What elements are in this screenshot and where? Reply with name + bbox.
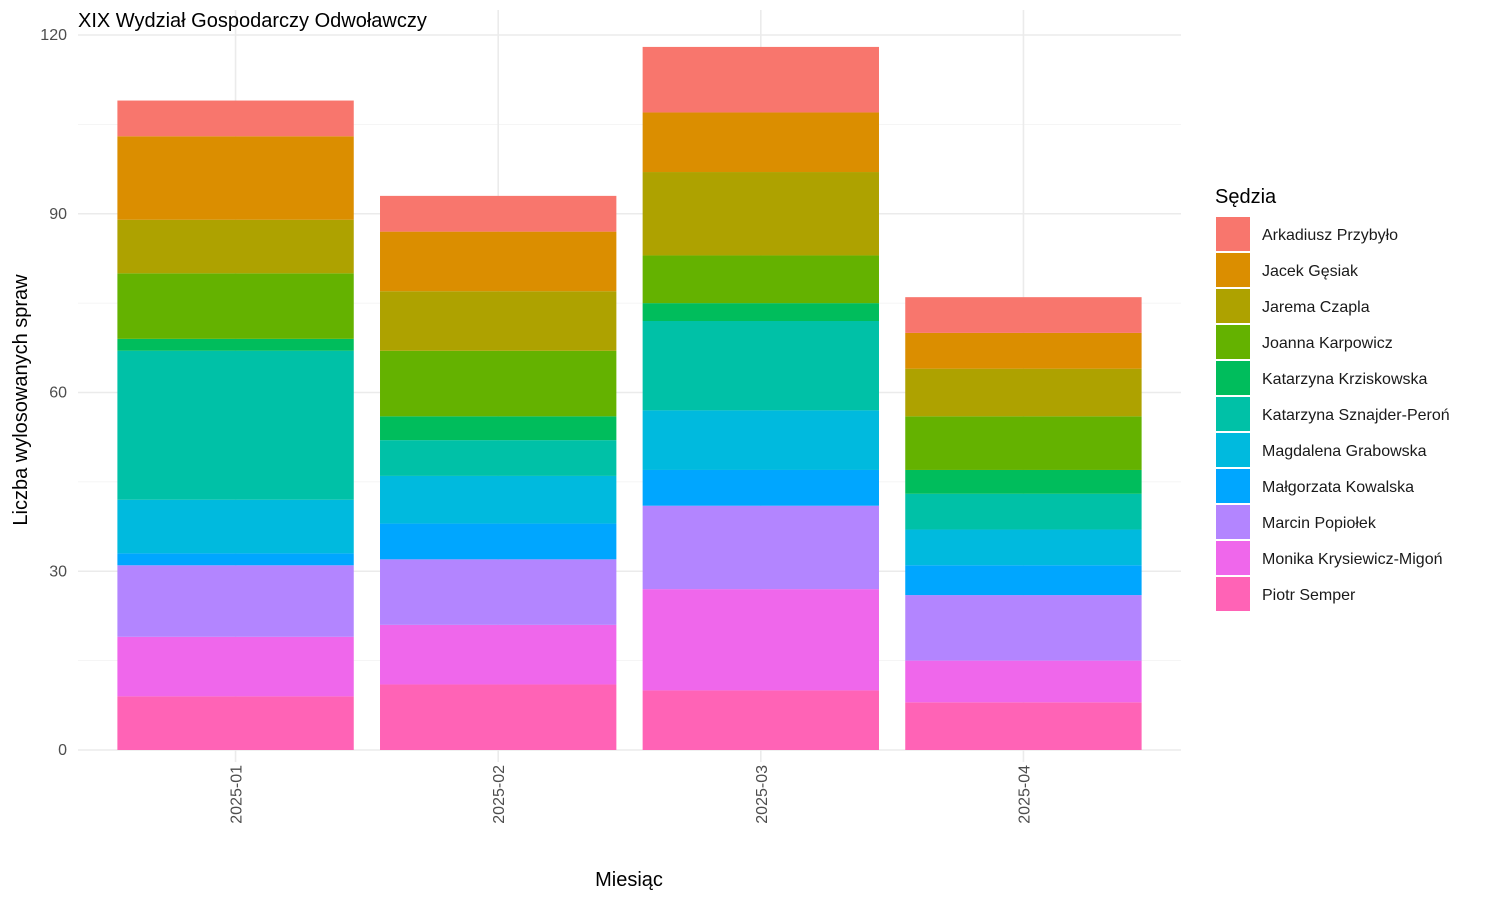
bar-segment [380, 231, 617, 292]
bars [117, 46, 1142, 750]
bar-segment [117, 499, 354, 554]
legend-label: Piotr Semper [1262, 587, 1356, 604]
bar-segment [642, 505, 879, 590]
bar-segment [642, 589, 879, 691]
chart-title: XIX Wydział Gospodarczy Odwoławczy [78, 10, 427, 32]
x-tick-label: 2025-02 [491, 765, 508, 824]
bar-segment [380, 559, 617, 625]
bar-segment [380, 350, 617, 417]
bar-segment [642, 410, 879, 470]
legend-swatch [1216, 505, 1250, 539]
legend-label: Arkadiusz Przybyło [1262, 227, 1398, 244]
y-tick-label: 0 [58, 742, 67, 759]
bar-segment [905, 660, 1142, 703]
y-axis-title: Liczba wylosowanych spraw [10, 274, 32, 526]
legend: Sędzia Arkadiusz Przybyło Jacek Gęsiak Jar… [1215, 186, 1450, 611]
legend-title: Sędzia [1215, 186, 1277, 208]
bar-segment [380, 475, 617, 524]
bar-segment [642, 172, 879, 256]
bar-segment [117, 219, 354, 274]
bar-segment [905, 529, 1142, 566]
bar-segment [380, 624, 617, 685]
legend-swatch [1216, 469, 1250, 503]
legend-items: Arkadiusz Przybyło Jacek Gęsiak Jarema Cza… [1216, 217, 1450, 611]
y-axis-ticks: 0 30 60 90 120 [40, 27, 67, 759]
legend-swatch [1216, 397, 1250, 431]
bar-segment [642, 321, 879, 411]
bar-segment [642, 469, 879, 506]
bar-segment [380, 684, 617, 750]
legend-swatch [1216, 577, 1250, 611]
legend-label: Katarzyna Sznajder-Peroń [1262, 407, 1450, 424]
legend-swatch [1216, 253, 1250, 287]
legend-swatch [1216, 361, 1250, 395]
bar-segment [380, 291, 617, 351]
bar-segment [905, 416, 1142, 470]
bar-segment [117, 100, 354, 137]
bar-segment [380, 195, 617, 232]
bar-segment [642, 112, 879, 173]
legend-label: Katarzyna Krziskowska [1262, 371, 1427, 388]
bar-segment [117, 273, 354, 339]
bar-segment [642, 303, 879, 321]
legend-swatch [1216, 217, 1250, 251]
bar-segment [905, 565, 1142, 596]
legend-label: Małgorzata Kowalska [1262, 479, 1414, 496]
bar-segment [117, 350, 354, 500]
bar-segment [905, 469, 1142, 494]
legend-label: Marcin Popiołek [1262, 515, 1377, 532]
x-axis-title: Miesiąc [595, 869, 663, 891]
bar-segment [117, 696, 354, 750]
bar-segment [117, 636, 354, 697]
legend-label: Joanna Karpowicz [1262, 335, 1393, 352]
bar-segment [380, 416, 617, 441]
bar-segment [905, 702, 1142, 750]
bar-segment [380, 523, 617, 560]
legend-swatch [1216, 325, 1250, 359]
legend-swatch [1216, 433, 1250, 467]
bar-segment [905, 368, 1142, 417]
y-tick-label: 30 [49, 563, 67, 580]
x-tick-label: 2025-04 [1016, 765, 1033, 824]
bar-segment [117, 565, 354, 637]
bar-segment [905, 595, 1142, 661]
bar-segment [642, 255, 879, 304]
bar-segment [642, 46, 879, 113]
bar-segment [905, 297, 1142, 333]
bar-segment [117, 136, 354, 220]
bar-segment [905, 332, 1142, 369]
bar-segment [642, 690, 879, 750]
x-axis-ticks: 2025-01 2025-02 2025-03 2025-04 [229, 765, 1034, 824]
legend-swatch [1216, 541, 1250, 575]
y-tick-label: 90 [49, 206, 67, 223]
legend-swatch [1216, 289, 1250, 323]
bar-segment [117, 553, 354, 566]
bar-segment [380, 440, 617, 476]
legend-label: Jacek Gęsiak [1262, 263, 1359, 280]
legend-label: Monika Krysiewicz-Migoń [1262, 551, 1443, 568]
bar-segment [905, 493, 1142, 530]
bar-segment [117, 338, 354, 351]
y-tick-label: 120 [40, 27, 67, 44]
legend-label: Magdalena Grabowska [1262, 443, 1427, 460]
x-tick-label: 2025-03 [754, 765, 771, 824]
y-tick-label: 60 [49, 385, 67, 402]
legend-label: Jarema Czapla [1262, 299, 1370, 316]
x-tick-label: 2025-01 [229, 765, 246, 824]
